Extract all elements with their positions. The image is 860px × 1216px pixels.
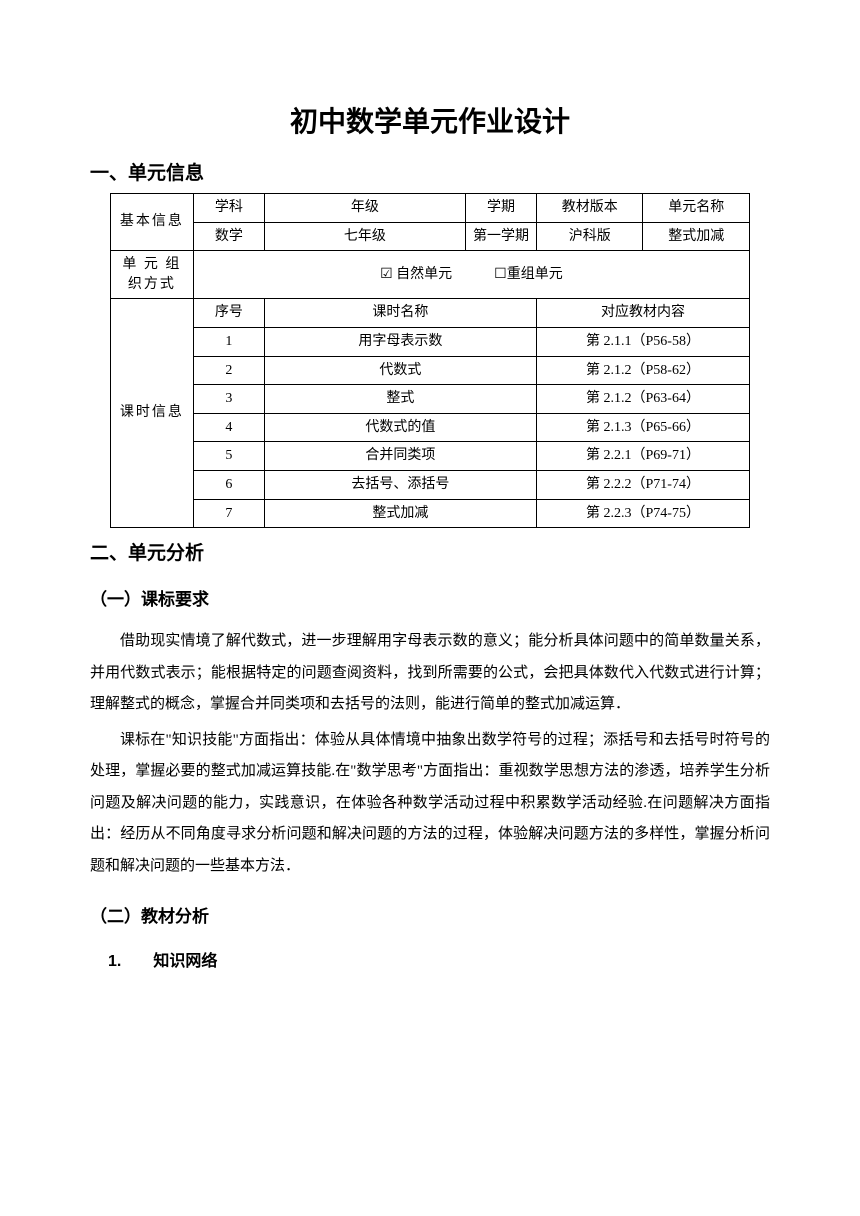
table-row: 7 整式加减 第 2.2.3（P74-75） [111,499,750,528]
subsection-1-heading: （一）课标要求 [90,585,770,610]
basic-info-label: 基本信息 [111,194,194,251]
lesson-content: 第 2.1.3（P65-66） [536,413,749,442]
lesson-header-content: 对应教材内容 [536,299,749,328]
lesson-name: 整式 [264,385,536,414]
cell-version: 沪科版 [536,222,643,251]
lesson-name: 用字母表示数 [264,327,536,356]
lesson-name: 合并同类项 [264,442,536,471]
lesson-no: 5 [193,442,264,471]
table-row: 3 整式 第 2.1.2（P63-64） [111,385,750,414]
lesson-name: 代数式的值 [264,413,536,442]
header-grade: 年级 [264,194,465,223]
header-semester: 学期 [465,194,536,223]
cell-subject: 数学 [193,222,264,251]
table-row: 数学 七年级 第一学期 沪科版 整式加减 [111,222,750,251]
header-version: 教材版本 [536,194,643,223]
lesson-name: 整式加减 [264,499,536,528]
lesson-content: 第 2.2.2（P71-74） [536,470,749,499]
table-row: 4 代数式的值 第 2.1.3（P65-66） [111,413,750,442]
lesson-no: 7 [193,499,264,528]
table-row: 6 去括号、添括号 第 2.2.2（P71-74） [111,470,750,499]
lesson-name: 去括号、添括号 [264,470,536,499]
header-unitname: 单元名称 [643,194,750,223]
lesson-no: 4 [193,413,264,442]
cell-semester: 第一学期 [465,222,536,251]
lesson-content: 第 2.2.3（P74-75） [536,499,749,528]
cell-unitname: 整式加减 [643,222,750,251]
lesson-content: 第 2.2.1（P69-71） [536,442,749,471]
table-row: 5 合并同类项 第 2.2.1（P69-71） [111,442,750,471]
paragraph-1: 借助现实情境了解代数式，进一步理解用字母表示数的意义；能分析具体问题中的简单数量… [90,626,770,721]
lesson-header-no: 序号 [193,299,264,328]
table-row: 1 用字母表示数 第 2.1.1（P56-58） [111,327,750,356]
lesson-no: 2 [193,356,264,385]
org-label: 单 元 组织方式 [111,251,194,299]
subsubsection-1-heading: 1. 知识网络 [108,947,770,971]
table-row: 基本信息 学科 年级 学期 教材版本 单元名称 [111,194,750,223]
unit-info-table: 基本信息 学科 年级 学期 教材版本 单元名称 数学 七年级 第一学期 沪科版 … [110,193,750,528]
header-subject: 学科 [193,194,264,223]
lesson-content: 第 2.1.2（P58-62） [536,356,749,385]
table-row: 2 代数式 第 2.1.2（P58-62） [111,356,750,385]
section-1-heading: 一、单元信息 [90,158,770,185]
org-options: ☑ 自然单元 ☐重组单元 [193,251,749,299]
lesson-name: 代数式 [264,356,536,385]
lesson-no: 3 [193,385,264,414]
table-row: 课时信息 序号 课时名称 对应教材内容 [111,299,750,328]
lesson-no: 6 [193,470,264,499]
subsection-2-heading: （二）教材分析 [90,902,770,927]
lesson-content: 第 2.1.2（P63-64） [536,385,749,414]
section-2-heading: 二、单元分析 [90,538,770,565]
cell-grade: 七年级 [264,222,465,251]
table-row: 单 元 组织方式 ☑ 自然单元 ☐重组单元 [111,251,750,299]
lesson-info-label: 课时信息 [111,299,194,528]
lesson-content: 第 2.1.1（P56-58） [536,327,749,356]
lesson-header-name: 课时名称 [264,299,536,328]
page-title: 初中数学单元作业设计 [90,100,770,140]
paragraph-2: 课标在"知识技能"方面指出：体验从具体情境中抽象出数学符号的过程；添括号和去括号… [90,725,770,883]
lesson-no: 1 [193,327,264,356]
